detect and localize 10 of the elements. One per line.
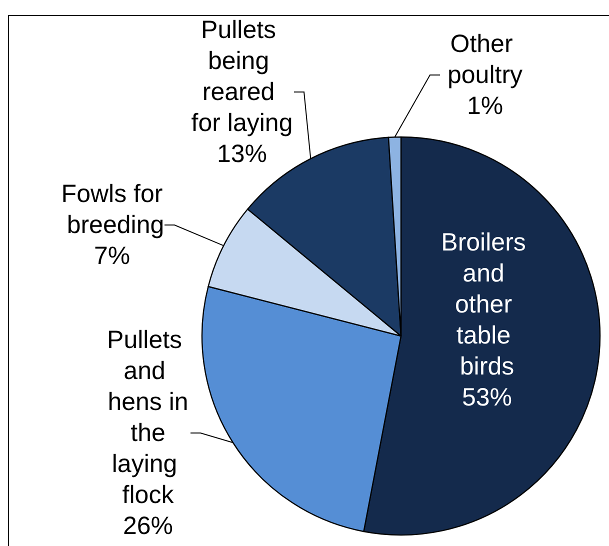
slice-label: Other poultry xyxy=(447,30,524,89)
data-label: 53% xyxy=(462,384,512,412)
data-label: 26% xyxy=(122,512,174,540)
slice-label: Pullets and hens in the laying flock xyxy=(107,326,189,509)
slice-label: Broilers and other table birds xyxy=(441,228,533,380)
data-label: 1% xyxy=(466,92,504,120)
slice-label: Pullets being reared for laying xyxy=(191,16,293,137)
data-label: 13% xyxy=(216,140,268,168)
data-label: 7% xyxy=(94,242,130,270)
slice-label: Fowls for breeding xyxy=(60,180,164,239)
